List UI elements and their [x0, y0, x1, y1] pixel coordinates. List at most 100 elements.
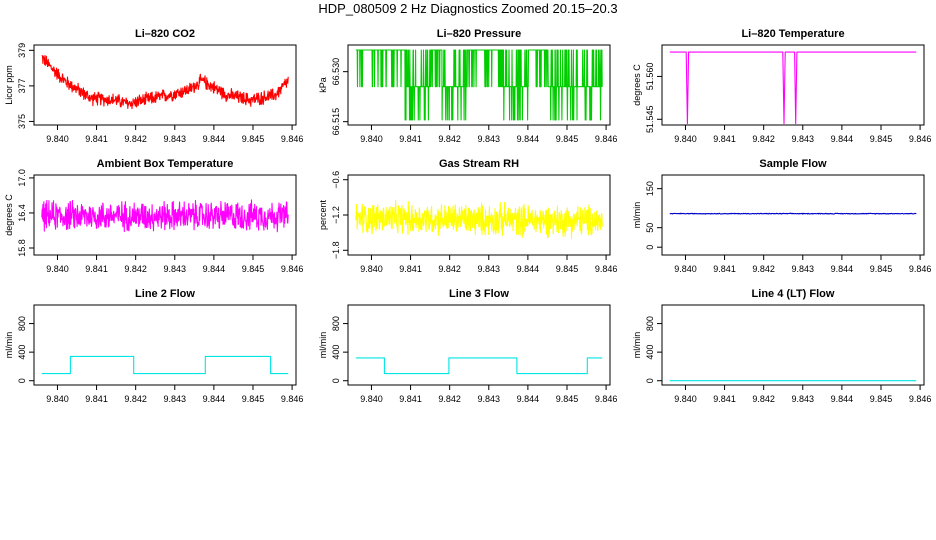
x-tick-label: 9.846 [281, 264, 304, 274]
series-line [355, 49, 603, 121]
series-line [355, 199, 603, 239]
x-tick-label: 9.845 [870, 134, 893, 144]
y-tick-label: 375 [17, 114, 27, 129]
x-tick-label: 9.841 [399, 264, 422, 274]
x-tick-label: 9.844 [517, 134, 540, 144]
panel-title: Line 2 Flow [135, 288, 195, 300]
panel-li-820-pressure: Li–820 Pressure 9.840 9.841 9.842 9.843 9.844… [318, 28, 617, 144]
x-tick-label: 9.844 [203, 394, 226, 404]
x-tick-label: 9.842 [124, 394, 147, 404]
x-tick-label: 9.846 [909, 134, 932, 144]
x-tick-label: 9.842 [124, 264, 147, 274]
x-tick-label: 9.845 [870, 264, 893, 274]
x-tick-label: 9.842 [438, 394, 461, 404]
panel-title: Line 3 Flow [449, 288, 509, 300]
x-tick-label: 9.842 [752, 394, 775, 404]
y-axis-label: Licor ppm [4, 65, 14, 105]
x-tick-label: 9.844 [203, 264, 226, 274]
x-tick-label: 9.846 [595, 394, 618, 404]
series-line [41, 355, 289, 375]
panel-title: Li–820 CO2 [135, 28, 195, 40]
x-tick-label: 9.844 [831, 134, 854, 144]
x-tick-label: 9.842 [438, 134, 461, 144]
y-tick-label: −1.8 [331, 241, 341, 259]
x-tick-label: 9.844 [517, 264, 540, 274]
y-tick-label: 0 [17, 378, 27, 383]
panel-ambient-box-temperature: Ambient Box Temperature 9.840 9.841 9.842 9.… [4, 158, 303, 274]
x-tick-label: 9.841 [85, 134, 108, 144]
x-tick-label: 9.841 [399, 394, 422, 404]
x-tick-label: 9.842 [438, 264, 461, 274]
x-tick-label: 9.840 [360, 134, 383, 144]
y-tick-label: 51.545 [645, 106, 655, 134]
x-tick-label: 9.840 [674, 134, 697, 144]
x-tick-label: 9.846 [909, 394, 932, 404]
y-tick-label: 379 [17, 43, 27, 58]
plot-frame [33, 304, 297, 386]
x-tick-label: 9.843 [792, 394, 815, 404]
plot-frame [347, 304, 611, 386]
x-tick-label: 9.846 [281, 134, 304, 144]
x-tick-label: 9.844 [831, 394, 854, 404]
panel-title: Line 4 (LT) Flow [752, 288, 835, 300]
y-tick-label: 800 [645, 316, 655, 331]
x-tick-label: 9.846 [909, 264, 932, 274]
y-tick-label: 150 [645, 181, 655, 196]
x-tick-label: 9.846 [595, 134, 618, 144]
y-tick-label: 400 [331, 345, 341, 360]
x-tick-label: 9.845 [242, 134, 265, 144]
series-line [41, 54, 289, 110]
panel-title: Li–820 Temperature [741, 28, 844, 40]
x-tick-label: 9.842 [124, 134, 147, 144]
y-tick-label: 0 [645, 245, 655, 250]
y-axis-label: degrees C [4, 194, 14, 236]
panel-line-2-flow: Line 2 Flow 9.840 9.841 9.842 9.843 9.844 9.84… [4, 288, 303, 404]
x-tick-label: 9.843 [478, 264, 501, 274]
x-tick-label: 9.845 [556, 264, 579, 274]
panel-title: Ambient Box Temperature [97, 158, 234, 170]
x-tick-label: 9.841 [85, 264, 108, 274]
x-tick-label: 9.840 [674, 394, 697, 404]
panel-title: Gas Stream RH [439, 158, 519, 170]
x-tick-label: 9.840 [360, 394, 383, 404]
x-tick-label: 9.840 [46, 264, 69, 274]
x-tick-label: 9.843 [792, 134, 815, 144]
x-tick-label: 9.840 [46, 394, 69, 404]
x-tick-label: 9.846 [595, 264, 618, 274]
y-tick-label: 400 [17, 345, 27, 360]
x-tick-label: 9.846 [281, 394, 304, 404]
x-tick-label: 9.845 [242, 394, 265, 404]
x-tick-label: 9.843 [164, 394, 187, 404]
x-tick-label: 9.845 [242, 264, 265, 274]
x-tick-label: 9.841 [713, 394, 736, 404]
y-axis-label: ml/min [318, 332, 328, 359]
y-axis-label: ml/min [632, 332, 642, 359]
y-tick-label: 377 [17, 78, 27, 93]
page-title: HDP_080509 2 Hz Diagnostics Zoomed 20.15… [318, 1, 618, 16]
y-tick-label: 51.560 [645, 63, 655, 91]
y-axis-label: kPa [318, 77, 328, 93]
x-tick-label: 9.840 [46, 134, 69, 144]
x-tick-label: 9.841 [713, 134, 736, 144]
y-axis-label: ml/min [632, 202, 642, 229]
y-tick-label: 50 [645, 223, 655, 233]
x-tick-label: 9.842 [752, 264, 775, 274]
plot-frame [33, 174, 297, 256]
series-line [355, 357, 603, 375]
series-line [41, 199, 289, 233]
x-tick-label: 9.842 [752, 134, 775, 144]
panel-title: Sample Flow [759, 158, 827, 170]
plot-frame [661, 174, 925, 256]
x-tick-label: 9.841 [713, 264, 736, 274]
y-tick-label: 800 [331, 316, 341, 331]
x-tick-label: 9.845 [556, 394, 579, 404]
plot-frame [33, 44, 297, 126]
series-line [669, 51, 917, 125]
x-tick-label: 9.843 [164, 134, 187, 144]
panel-line-3-flow: Line 3 Flow 9.840 9.841 9.842 9.843 9.844 9.84… [318, 288, 617, 404]
panel-line-4-lt-flow: Line 4 (LT) Flow 9.840 9.841 9.842 9.843 9.84… [632, 288, 931, 404]
series-line [669, 212, 917, 215]
y-tick-label: 400 [645, 345, 655, 360]
x-tick-label: 9.843 [792, 264, 815, 274]
